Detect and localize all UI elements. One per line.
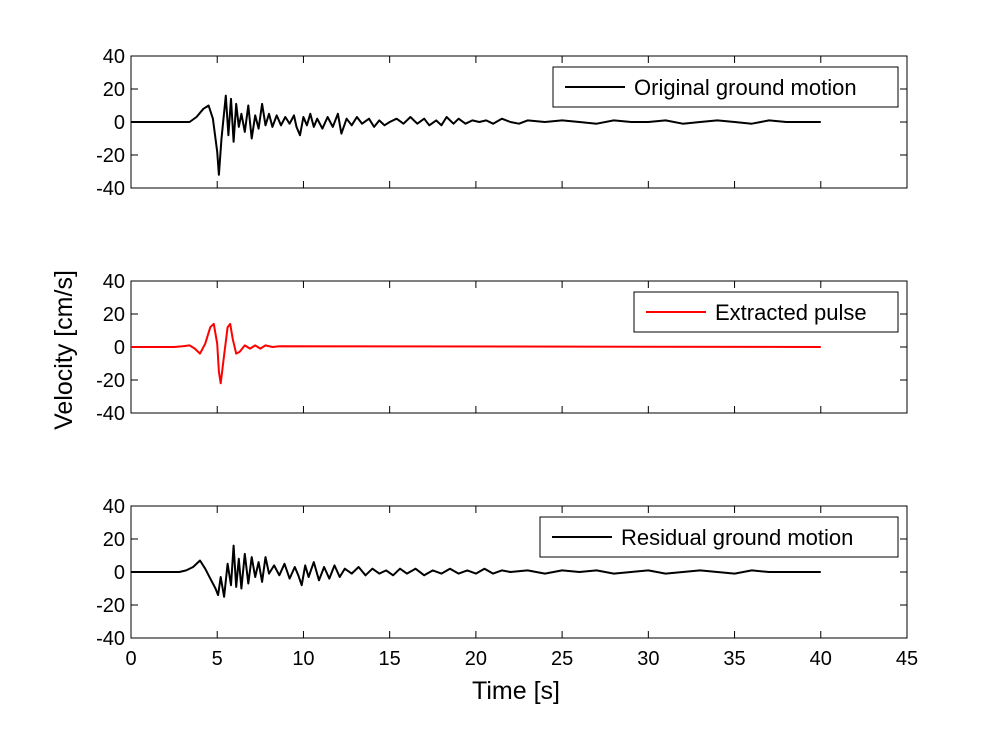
y-tick-label: 20: [103, 79, 125, 101]
legend-label: Extracted pulse: [715, 300, 867, 325]
series-line-1-1: [131, 94, 821, 176]
legend-label: Residual ground motion: [621, 525, 853, 550]
x-tick-label: 5: [212, 648, 223, 670]
y-tick-label: 0: [114, 562, 125, 584]
x-axis-label: Time [s]: [472, 677, 560, 705]
y-tick-label: 20: [103, 529, 125, 551]
y-tick-label: -40: [96, 178, 125, 200]
subplot-3: -40 -20 0 20 40 0 5 10 15 20 25 30 35 40 45 Residual gr…: [96, 496, 918, 670]
x-tick-label: 25: [551, 648, 573, 670]
x-tick-label: 30: [637, 648, 659, 670]
legend: Original ground motion: [552, 66, 899, 108]
y-tick-label: 0: [114, 112, 125, 134]
x-tick-label: 0: [125, 648, 136, 670]
y-tick-label: -40: [96, 403, 125, 425]
legend-label: Original ground motion: [634, 75, 857, 100]
y-tick-label: 40: [103, 46, 125, 68]
legend-box: [552, 66, 899, 108]
y-tick-label: -20: [96, 145, 125, 167]
y-tick-label: 40: [103, 496, 125, 518]
subplot-2: -40 -20 0 20 40 Extracted pulse: [96, 271, 908, 425]
legend: Residual ground motion: [539, 516, 899, 558]
series-line-3-1: [131, 544, 821, 598]
x-tick-label: 15: [379, 648, 401, 670]
subplot-1: -40 -20 0 20 40 Original ground motion: [96, 46, 908, 200]
x-tick-label: 35: [723, 648, 745, 670]
y-axis-label: Velocity [cm/s]: [50, 270, 78, 430]
y-tick-label: 40: [103, 271, 125, 293]
y-tick-label: -20: [96, 370, 125, 392]
series-line-2-1: [131, 322, 821, 385]
y-tick-label: 20: [103, 304, 125, 326]
subplots: -40 -20 0 20 40 Original ground motion -40 -20 0…: [96, 46, 918, 670]
y-tick-label: 0: [114, 337, 125, 359]
y-tick-label: -20: [96, 595, 125, 617]
x-tick-label: 40: [810, 648, 832, 670]
legend: Extracted pulse: [633, 291, 899, 333]
y-tick-label: -40: [96, 628, 125, 650]
x-tick-label: 10: [292, 648, 314, 670]
x-tick-label: 45: [896, 648, 918, 670]
x-tick-label: 20: [465, 648, 487, 670]
